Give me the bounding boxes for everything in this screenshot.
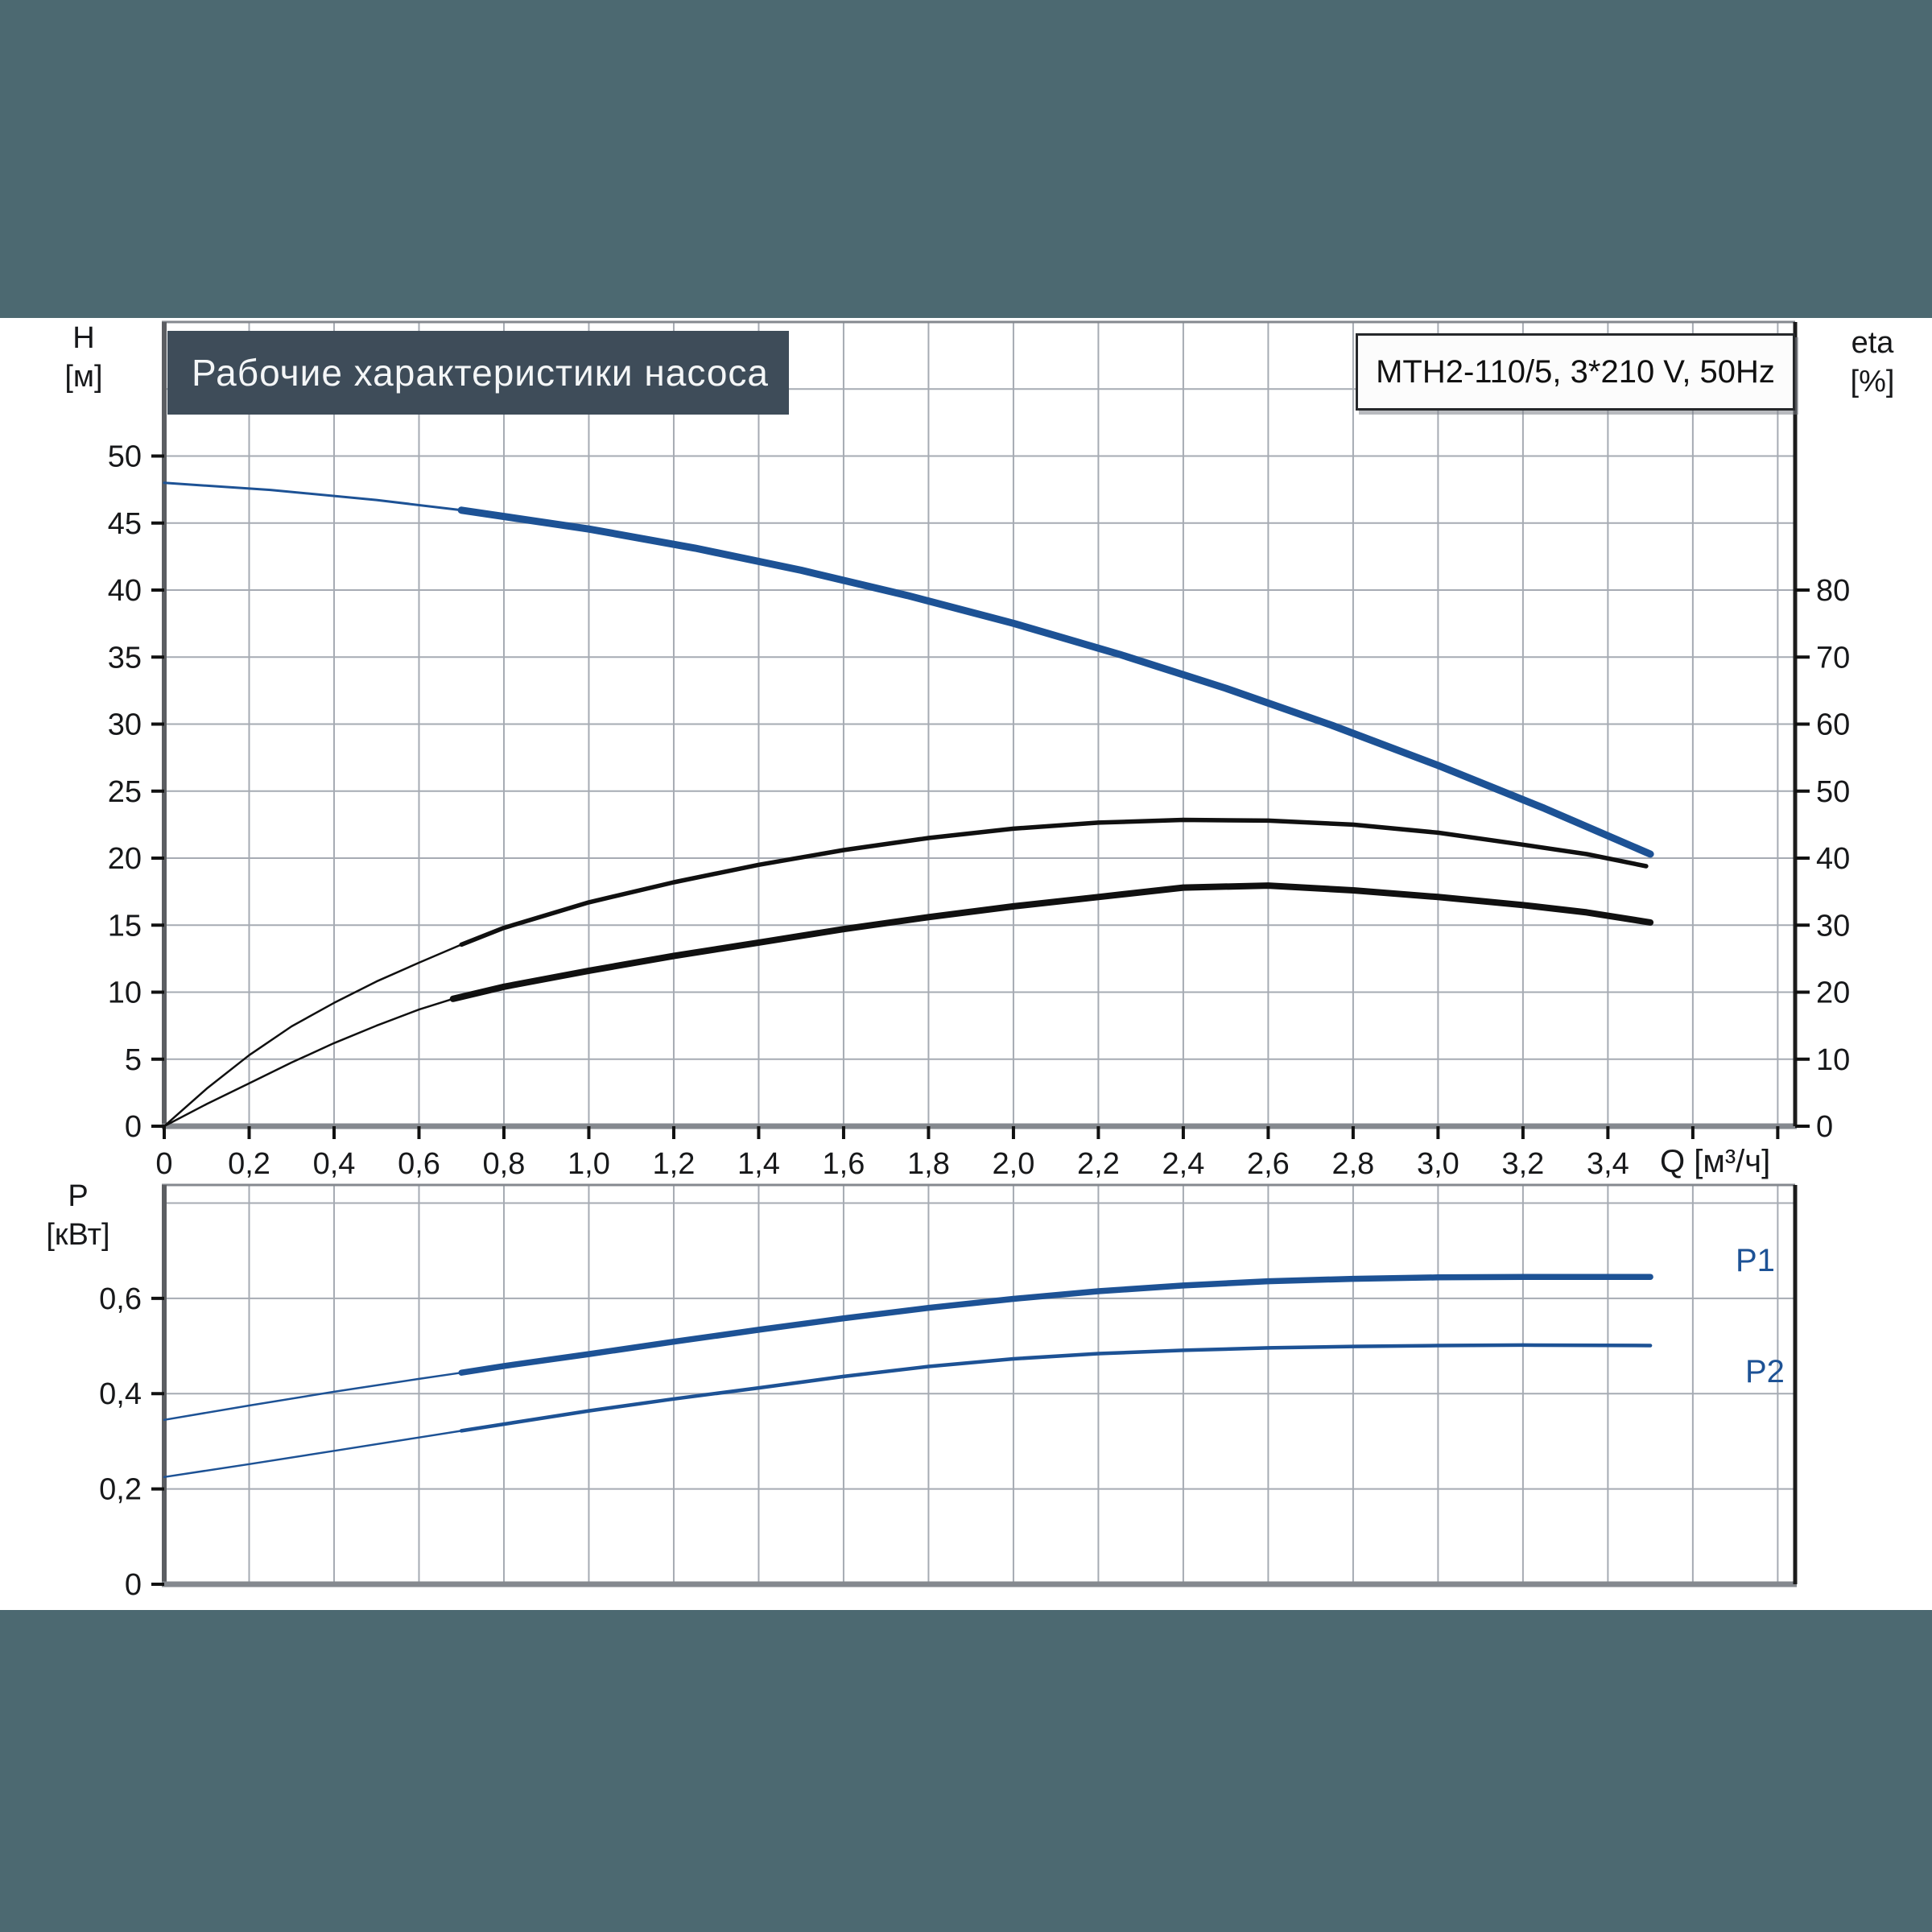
y-right-tick-label: 20 <box>1816 976 1850 1010</box>
y-left-tick-label: 5 <box>125 1043 142 1077</box>
x-tick-label: 3,0 <box>1417 1147 1459 1181</box>
y-left-tick-label: 45 <box>108 507 142 541</box>
x-tick-label: 2,0 <box>993 1147 1035 1181</box>
curve-p2-thin <box>163 1430 463 1479</box>
y-left-tick-label: 50 <box>108 440 142 474</box>
curve-eta-pump-thin <box>163 943 463 1128</box>
y-right-tick-label: 50 <box>1816 775 1850 809</box>
x-tick-label: 0,4 <box>313 1147 356 1181</box>
curve-p1 <box>458 1274 1653 1376</box>
x-tick-label: 1,4 <box>737 1147 780 1181</box>
p2-series-label: P2 <box>1745 1354 1785 1389</box>
x-tick-label: 2,4 <box>1162 1147 1205 1181</box>
y-left-tick-label: 0 <box>125 1110 142 1144</box>
p-axis-unit: [кВт] <box>46 1218 110 1252</box>
chart-title: Рабочие характеристики насоса <box>167 331 789 415</box>
eta-axis-header: eta [%] <box>1824 324 1921 401</box>
x-tick-label: 1,0 <box>568 1147 610 1181</box>
h-axis-header: H [м] <box>42 319 126 396</box>
p-axis-header: P [кВт] <box>31 1177 126 1254</box>
x-tick-label: 2,6 <box>1247 1147 1290 1181</box>
y-left-tick-label: 0,6 <box>99 1282 142 1316</box>
curve-eta-total <box>449 882 1654 1002</box>
p-axis-symbol: P <box>68 1179 89 1213</box>
x-tick-label: 3,4 <box>1587 1147 1629 1181</box>
curve-h-thin <box>163 481 463 512</box>
x-tick-label: 1,8 <box>907 1147 950 1181</box>
x-tick-label: 2,8 <box>1331 1147 1374 1181</box>
y-left-tick-label: 30 <box>108 708 142 742</box>
eta-axis-unit: [%] <box>1850 365 1895 398</box>
x-tick-label: 0,6 <box>398 1147 440 1181</box>
curve-h <box>457 506 1654 858</box>
p1-series-label: P1 <box>1736 1243 1775 1278</box>
curve-p2 <box>459 1343 1653 1433</box>
x-tick-label: 2,2 <box>1077 1147 1120 1181</box>
curve-p1-thin <box>163 1371 463 1422</box>
y-left-tick-label: 0 <box>125 1568 142 1602</box>
x-tick-label: 1,2 <box>653 1147 696 1181</box>
pump-model-badge: MTH2-110/5, 3*210 V, 50Hz <box>1356 333 1795 411</box>
y-left-tick-label: 20 <box>108 842 142 876</box>
curve-eta-total-thin <box>163 997 454 1128</box>
x-tick-label: 0,8 <box>483 1147 526 1181</box>
chart-title-text: Рабочие характеристики насоса <box>192 352 770 394</box>
y-left-tick-label: 35 <box>108 641 142 675</box>
x-tick-label: 1,6 <box>823 1147 865 1181</box>
h-axis-symbol: H <box>72 321 95 355</box>
x-tick-label: 0 <box>155 1147 172 1181</box>
y-right-tick-label: 80 <box>1816 574 1850 608</box>
y-right-tick-label: 30 <box>1816 909 1850 943</box>
y-left-tick-label: 10 <box>108 976 142 1010</box>
y-right-tick-label: 0 <box>1816 1110 1833 1144</box>
y-left-tick-label: 25 <box>108 775 142 809</box>
y-left-tick-label: 40 <box>108 574 142 608</box>
x-tick-label: 3,2 <box>1501 1147 1544 1181</box>
y-right-tick-label: 40 <box>1816 842 1850 876</box>
q-axis-label: Q [м³/ч] <box>1660 1144 1771 1179</box>
y-left-tick-label: 0,2 <box>99 1473 142 1507</box>
y-right-tick-label: 70 <box>1816 641 1850 675</box>
curve-eta-pump <box>459 817 1649 947</box>
y-left-tick-label: 0,4 <box>99 1377 142 1411</box>
h-axis-unit: [м] <box>64 360 103 394</box>
y-right-tick-label: 10 <box>1816 1043 1850 1077</box>
x-tick-label: 0,2 <box>228 1147 270 1181</box>
y-right-tick-label: 60 <box>1816 708 1850 742</box>
eta-axis-symbol: eta <box>1851 326 1894 360</box>
pump-model-text: MTH2-110/5, 3*210 V, 50Hz <box>1376 354 1775 390</box>
y-left-tick-label: 15 <box>108 909 142 943</box>
